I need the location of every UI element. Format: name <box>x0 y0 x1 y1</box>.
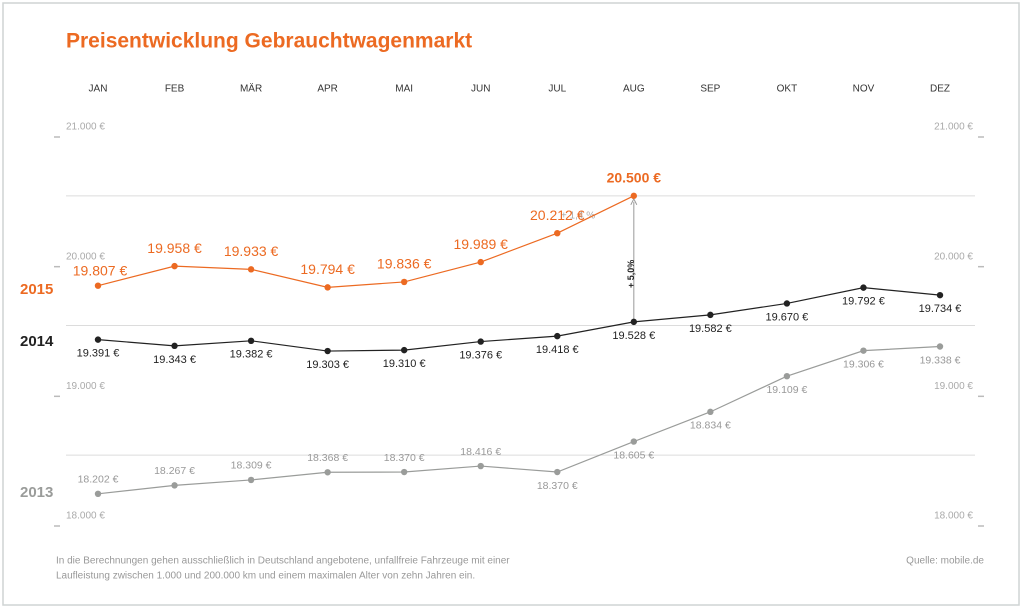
point <box>477 462 484 470</box>
y-tick-label: 19.000 € <box>934 381 973 392</box>
series-label: 2015 <box>20 281 53 298</box>
x-tick-label: JUL <box>548 84 566 95</box>
point <box>477 258 484 266</box>
x-tick-label: JAN <box>89 84 108 95</box>
footnote: In die Berechnungen gehen ausschließlich… <box>56 556 510 567</box>
point <box>707 311 714 319</box>
data-label: 19.958 € <box>147 240 202 256</box>
chart-title: Preisentwicklung Gebrauchtwagenmarkt <box>66 30 472 53</box>
point <box>324 284 331 291</box>
data-label: 19.306 € <box>843 358 884 370</box>
point <box>783 372 791 380</box>
annotation: + 1,4 % <box>561 211 595 222</box>
point <box>630 318 638 326</box>
data-label: 19.670 € <box>765 311 808 323</box>
y-tick-label: 21.000 € <box>66 122 105 133</box>
data-label: 19.382 € <box>230 349 273 361</box>
data-label: 18.309 € <box>231 460 272 472</box>
point <box>630 438 638 445</box>
data-label: 19.343 € <box>153 354 196 366</box>
point <box>936 343 944 350</box>
data-label: 19.109 € <box>766 384 807 396</box>
data-label: 18.605 € <box>613 449 654 461</box>
x-tick-label: AUG <box>623 84 645 95</box>
point <box>400 468 408 476</box>
y-tick-label: 19.000 € <box>66 381 105 392</box>
x-tick-label: SEP <box>700 84 720 95</box>
data-label: 20.500 € <box>607 170 662 186</box>
point <box>707 408 714 416</box>
x-tick-label: MAI <box>395 84 413 95</box>
data-label: 19.338 € <box>920 354 961 366</box>
point <box>324 347 331 355</box>
annotation: + 5,0% <box>626 260 636 288</box>
point <box>171 262 178 270</box>
point <box>247 266 255 273</box>
point <box>860 284 867 291</box>
point <box>783 300 791 307</box>
x-tick-label: APR <box>317 84 338 95</box>
point <box>94 282 102 289</box>
data-label: 19.303 € <box>306 359 349 371</box>
x-tick-label: OKT <box>777 84 798 95</box>
data-label: 18.370 € <box>537 480 578 492</box>
y-tick-label: 20.000 € <box>66 251 105 262</box>
x-tick-label: FEB <box>165 84 185 95</box>
data-label: 19.582 € <box>689 323 732 335</box>
y-tick-label: 18.000 € <box>66 511 105 522</box>
data-label: 19.794 € <box>300 261 355 277</box>
point <box>554 229 561 237</box>
data-label: 20.212 € <box>530 207 585 223</box>
data-label: 18.267 € <box>154 465 195 477</box>
data-label: 19.376 € <box>459 349 502 361</box>
point <box>247 337 255 345</box>
point <box>554 332 561 340</box>
data-label: 19.836 € <box>377 256 432 272</box>
data-label: 19.734 € <box>919 303 962 315</box>
point <box>477 338 484 345</box>
source: Quelle: mobile.de <box>906 556 984 567</box>
point <box>94 336 102 343</box>
data-label: 19.528 € <box>612 330 655 342</box>
x-tick-label: DEZ <box>930 84 950 95</box>
data-label: 18.416 € <box>460 446 501 458</box>
line <box>97 345 941 495</box>
data-label: 19.310 € <box>383 358 426 370</box>
data-label: 18.202 € <box>78 474 119 486</box>
footnote: Laufleistung zwischen 1.000 und 200.000 … <box>56 571 475 582</box>
data-label: 19.418 € <box>536 344 579 356</box>
y-tick-label: 21.000 € <box>934 122 973 133</box>
line <box>97 195 635 288</box>
line <box>97 287 941 352</box>
point <box>860 347 867 354</box>
data-label: 18.368 € <box>307 452 348 464</box>
data-label: 19.792 € <box>842 296 885 308</box>
point <box>171 482 178 489</box>
point <box>554 468 561 476</box>
point <box>936 291 944 299</box>
data-label: 19.933 € <box>224 243 279 259</box>
point <box>247 476 255 484</box>
data-label: 18.370 € <box>384 452 425 464</box>
point <box>400 346 408 354</box>
data-label: 19.391 € <box>77 348 120 360</box>
series-label: 2013 <box>20 484 53 501</box>
x-tick-label: JUN <box>471 84 490 95</box>
y-tick-label: 18.000 € <box>934 511 973 522</box>
point <box>630 192 638 200</box>
data-label: 19.989 € <box>453 236 508 252</box>
point <box>94 490 102 498</box>
data-label: 19.807 € <box>73 262 128 278</box>
point <box>400 278 408 286</box>
data-label: 18.834 € <box>690 420 731 432</box>
series-label: 2014 <box>20 333 54 350</box>
x-tick-label: MÄR <box>240 83 262 95</box>
point <box>324 469 331 476</box>
x-tick-label: NOV <box>853 84 875 95</box>
y-tick-label: 20.000 € <box>934 251 973 262</box>
point <box>171 342 178 350</box>
